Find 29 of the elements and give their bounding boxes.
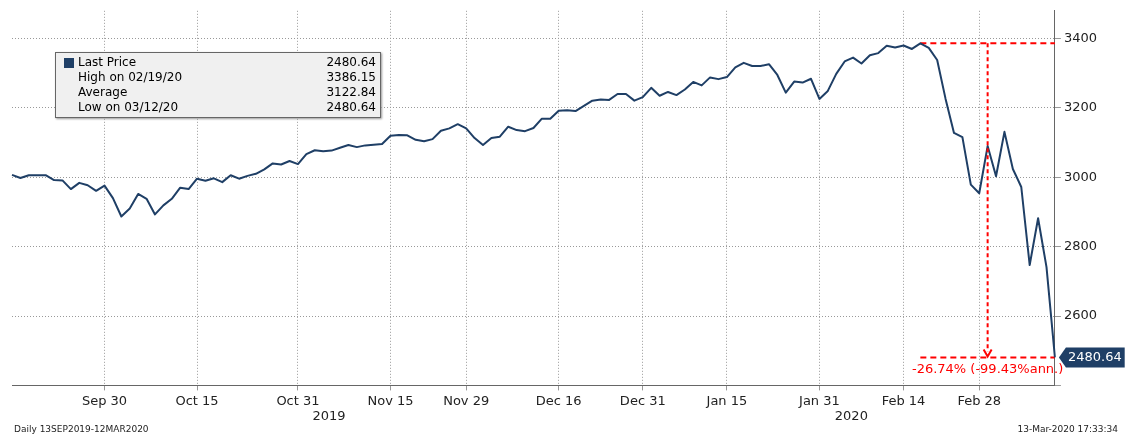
y-tick-label: 2800 <box>1063 238 1098 254</box>
annotation: 2480.64 <box>326 100 376 115</box>
x-tick-label: Dec 16 <box>535 392 582 408</box>
annotation: 2480.64 <box>326 55 376 70</box>
text: 2020 <box>834 408 868 423</box>
y-tick-label: 3000 <box>1063 168 1098 184</box>
x-tick-label: Feb 14 <box>881 392 926 408</box>
text: Daily 13SEP2019-12MAR2020 <box>14 424 149 434</box>
annotation: 3122.84 <box>326 85 376 100</box>
x-tick-label: Oct 15 <box>175 392 219 408</box>
x-tick-label: Nov 15 <box>367 392 414 408</box>
x-tick-label: Sep 30 <box>81 392 128 408</box>
annotation: High on 02/19/20 <box>78 70 183 85</box>
x-tick-label: Jan 15 <box>705 392 748 408</box>
x-tick-label: Nov 29 <box>443 392 490 408</box>
y-tick-label: 2600 <box>1063 307 1098 323</box>
legend-label: Last Price <box>78 55 137 70</box>
data-label: 2480.64 <box>1067 348 1122 364</box>
annotation: 3386.15 <box>326 70 376 85</box>
annotation: Average <box>78 85 128 100</box>
x-tick-label: Feb 28 <box>957 392 1002 408</box>
text: 2019 <box>312 408 346 423</box>
y-tick-label: 3200 <box>1063 99 1098 115</box>
y-tick-label: 3400 <box>1063 29 1098 45</box>
x-tick-label: Dec 31 <box>619 392 666 408</box>
annotation: Low on 03/12/20 <box>78 100 179 115</box>
x-tick-label: Oct 31 <box>276 392 320 408</box>
text: 13-Mar-2020 17:33:34 <box>1017 424 1119 434</box>
x-tick-label: Jan 31 <box>798 392 840 408</box>
